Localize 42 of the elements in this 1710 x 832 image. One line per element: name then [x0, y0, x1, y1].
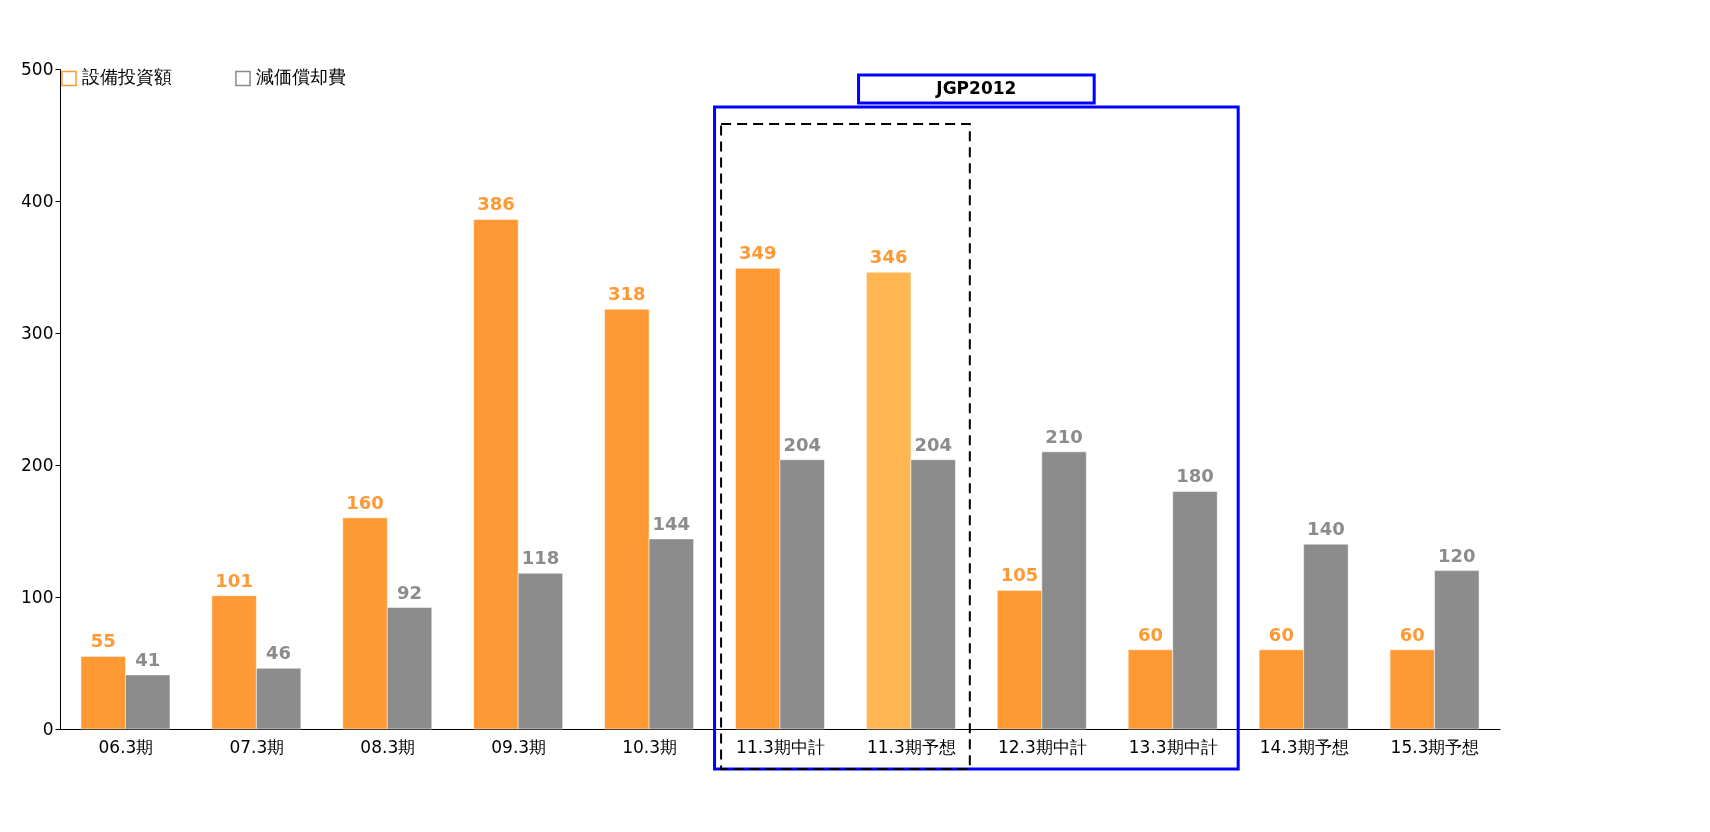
x-tick-label: 15.3期予想 — [1390, 736, 1480, 757]
y-tick-label: 300 — [21, 322, 54, 343]
x-tick-label: 11.3期予想 — [866, 736, 956, 757]
y-tick-label: 500 — [21, 58, 54, 79]
x-tick-label: 10.3期 — [622, 736, 678, 757]
x-tick-label: 08.3期 — [360, 736, 416, 757]
data-label: 101 — [215, 569, 253, 591]
data-label: 204 — [914, 433, 952, 455]
data-label: 140 — [1307, 518, 1345, 540]
data-label: 60 — [1268, 623, 1294, 645]
x-tick-label: 09.3期 — [491, 736, 547, 757]
y-tick-label: 0 — [42, 718, 54, 739]
x-tick-label: 07.3期 — [229, 736, 285, 757]
data-label: 55 — [90, 630, 116, 652]
data-label: 210 — [1045, 425, 1083, 447]
data-label: 41 — [135, 648, 161, 670]
x-tick-label: 06.3期 — [98, 736, 154, 757]
data-label: 60 — [1137, 623, 1163, 645]
data-label: 180 — [1176, 465, 1214, 487]
data-label: 204 — [783, 433, 822, 455]
data-label: 160 — [346, 491, 384, 513]
data-label: 144 — [652, 512, 691, 534]
data-label: 386 — [477, 193, 515, 215]
x-tick-label: 14.3期予想 — [1259, 736, 1349, 757]
y-tick-label: 400 — [21, 190, 54, 211]
data-label: 60 — [1399, 623, 1425, 645]
data-label: 46 — [266, 642, 292, 664]
annotation: JGP2012 — [935, 78, 1017, 98]
data-label: 120 — [1438, 544, 1476, 566]
x-tick-label: 13.3期中計 — [1128, 736, 1218, 757]
data-label: 318 — [608, 283, 646, 305]
x-tick-label: 12.3期中計 — [997, 736, 1087, 757]
x-tick-label: 11.3期中計 — [736, 736, 825, 757]
data-label: 92 — [397, 581, 423, 603]
y-tick-label: 100 — [21, 586, 54, 607]
legend-label: 設備投資額 — [82, 66, 172, 88]
data-label: 349 — [738, 242, 777, 264]
data-label: 105 — [1000, 564, 1039, 586]
data-label: 118 — [521, 547, 560, 569]
data-label: 346 — [869, 246, 908, 268]
y-tick-label: 200 — [21, 454, 54, 475]
legend-label: 減価償却費 — [256, 66, 346, 88]
